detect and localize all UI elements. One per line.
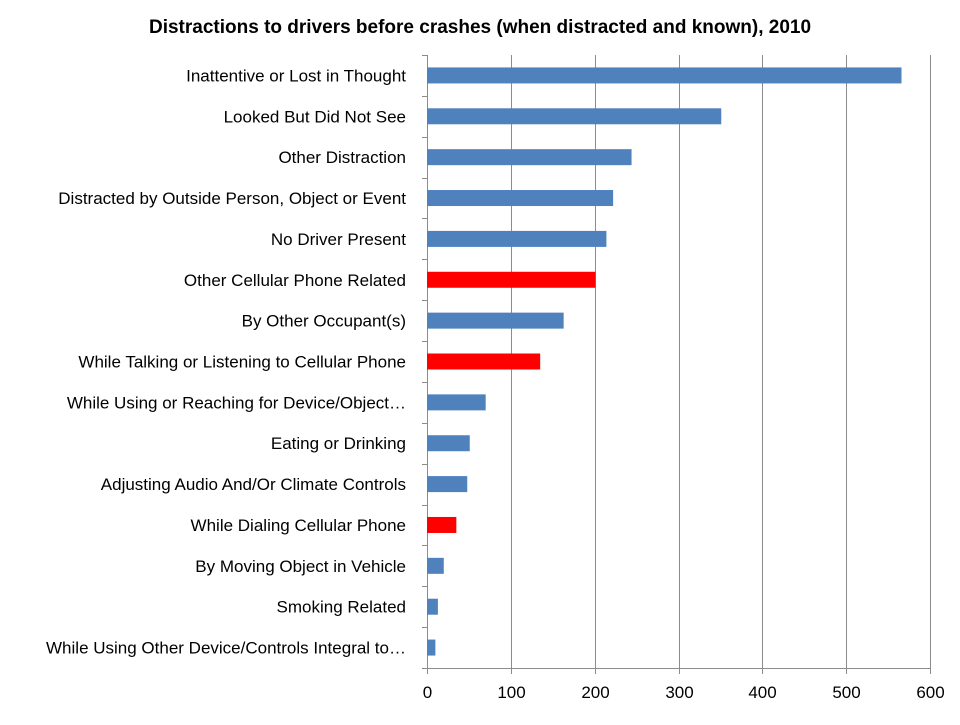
category-labels: Inattentive or Lost in Thought Looked But… (46, 66, 406, 657)
x-tick-label: 200 (581, 683, 609, 702)
bar (427, 557, 444, 574)
category-label: Eating or Drinking (271, 434, 406, 453)
category-label: While Using or Reaching for Device/Objec… (67, 393, 406, 412)
x-tick-label: 600 (916, 683, 944, 702)
x-tick-label: 100 (497, 683, 525, 702)
bar (427, 353, 541, 370)
x-tick-labels: 0 100 200 300 400 500 600 (423, 683, 945, 702)
bar (427, 516, 457, 533)
category-label: By Moving Object in Vehicle (195, 557, 406, 576)
bar (427, 394, 486, 411)
category-label: While Talking or Listening to Cellular P… (78, 353, 406, 372)
bars (427, 67, 902, 656)
category-label: Other Distraction (278, 148, 406, 167)
chart-title: Distractions to drivers before crashes (… (149, 17, 811, 38)
bar (427, 190, 614, 207)
bar (427, 435, 470, 452)
x-tick-label: 0 (423, 683, 432, 702)
category-label: Distracted by Outside Person, Object or … (58, 189, 406, 208)
x-tick-label: 300 (665, 683, 693, 702)
category-label: Adjusting Audio And/Or Climate Controls (101, 475, 406, 494)
category-label: Looked But Did Not See (224, 107, 406, 126)
bar (427, 149, 632, 166)
x-tick-label: 400 (748, 683, 776, 702)
category-label: While Dialing Cellular Phone (191, 516, 406, 535)
category-label: Inattentive or Lost in Thought (186, 66, 406, 85)
category-label: Smoking Related (277, 598, 406, 617)
category-label: No Driver Present (271, 230, 406, 249)
bar (427, 271, 596, 288)
bar (427, 476, 468, 493)
bar (427, 639, 436, 656)
bar (427, 312, 564, 329)
bar (427, 108, 722, 125)
bar (427, 598, 438, 615)
category-label: Other Cellular Phone Related (184, 271, 406, 290)
category-label: By Other Occupant(s) (242, 312, 406, 331)
x-tick-label: 500 (832, 683, 860, 702)
bar (427, 67, 902, 84)
bar (427, 230, 607, 247)
category-label: While Using Other Device/Controls Integr… (46, 639, 406, 658)
